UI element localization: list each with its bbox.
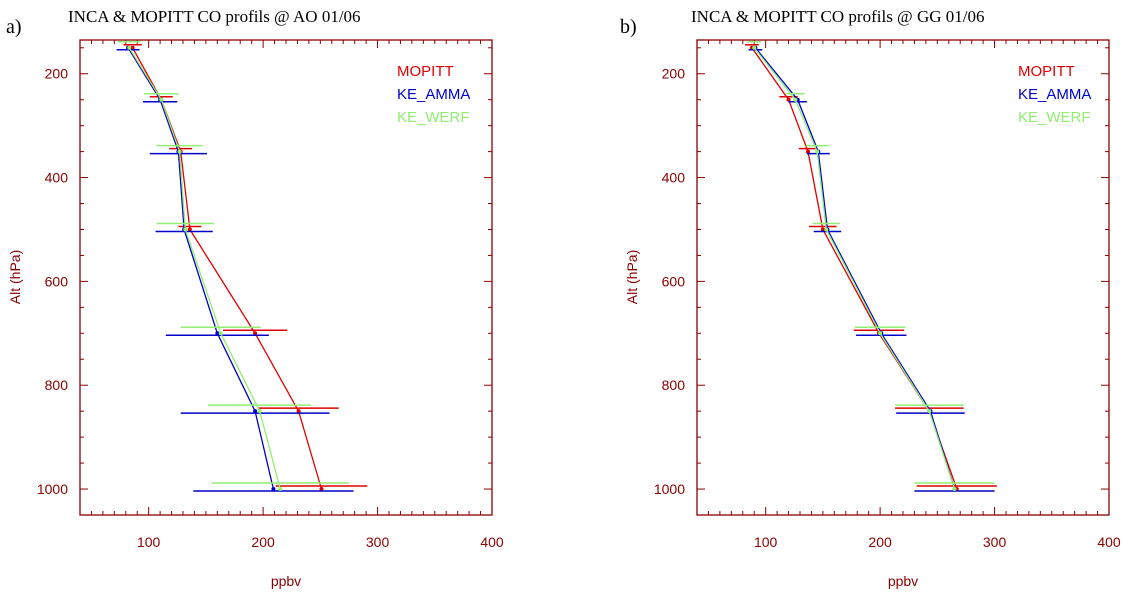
- data-point: [177, 149, 182, 154]
- y-tick-label: 400: [662, 170, 686, 186]
- panel-letter: b): [620, 16, 637, 38]
- panel-letter: a): [6, 16, 22, 38]
- legend-entry-ke-werf: KE_WERF: [397, 109, 470, 126]
- series-ke-amma: [116, 45, 354, 492]
- data-point: [183, 227, 188, 232]
- data-point: [278, 487, 283, 492]
- data-point: [927, 409, 932, 414]
- x-tick-labels: 100 200 300 400: [754, 534, 1121, 550]
- x-tick-label: 100: [137, 534, 161, 550]
- x-axis-label: ppbv: [271, 573, 301, 589]
- data-point: [215, 331, 220, 336]
- series-layer: [745, 41, 997, 492]
- data-point: [815, 149, 820, 154]
- legend: MOPITT KE_AMMA KE_WERF: [397, 63, 470, 126]
- axis-ticks: [80, 40, 493, 516]
- data-point: [187, 227, 192, 232]
- data-point: [218, 331, 223, 336]
- data-point: [752, 45, 757, 50]
- legend-entry-ke-werf: KE_WERF: [1018, 109, 1091, 126]
- x-tick-label: 400: [480, 534, 504, 550]
- series-ke-werf: [747, 41, 995, 492]
- data-point: [878, 331, 883, 336]
- series-ke-amma: [748, 45, 995, 492]
- chart-panel-a: a) INCA & MOPITT CO profils @ AO 01/06 1…: [6, 7, 504, 589]
- series-mopitt: [745, 44, 997, 492]
- chart-title: INCA & MOPITT CO profils @ GG 01/06: [691, 7, 985, 26]
- axis-ticks: [697, 40, 1110, 516]
- data-point: [952, 487, 957, 492]
- x-tick-label: 300: [366, 534, 390, 550]
- series-ke-werf: [117, 41, 349, 492]
- data-point: [159, 97, 164, 102]
- legend-entry-mopitt: MOPITT: [397, 63, 454, 80]
- data-point: [793, 97, 798, 102]
- series-mopitt: [123, 44, 368, 492]
- data-point: [786, 97, 791, 102]
- x-tick-label: 400: [1097, 534, 1121, 550]
- data-point: [296, 409, 301, 414]
- y-tick-label: 800: [45, 377, 69, 393]
- series-layer: [116, 41, 368, 492]
- chart-title: INCA & MOPITT CO profils @ AO 01/06: [68, 7, 361, 26]
- legend-entry-ke-amma: KE_AMMA: [397, 86, 470, 103]
- data-point: [806, 149, 811, 154]
- x-tick-label: 300: [983, 534, 1007, 550]
- y-axis-label: Alt (hPa): [7, 250, 23, 304]
- y-tick-label: 600: [45, 273, 69, 289]
- series-line: [127, 47, 275, 490]
- data-point: [130, 45, 135, 50]
- legend-entry-mopitt: MOPITT: [1018, 63, 1075, 80]
- x-axis-label: ppbv: [888, 573, 918, 589]
- x-tick-label: 100: [754, 534, 778, 550]
- data-point: [257, 409, 262, 414]
- y-axis-label: Alt (hPa): [624, 250, 640, 304]
- y-tick-label: 1000: [654, 481, 685, 497]
- data-point: [820, 227, 825, 232]
- y-tick-label: 600: [662, 273, 686, 289]
- chart-panel-b: b) INCA & MOPITT CO profils @ GG 01/06 1…: [620, 7, 1121, 589]
- x-tick-label: 200: [251, 534, 275, 550]
- y-tick-labels: 200 400 600 800 1000: [654, 66, 685, 497]
- legend-entry-ke-amma: KE_AMMA: [1018, 86, 1091, 103]
- y-tick-label: 1000: [37, 481, 68, 497]
- y-tick-label: 800: [662, 377, 686, 393]
- data-point: [127, 45, 132, 50]
- series-line: [751, 47, 958, 490]
- series-line: [754, 47, 956, 490]
- x-tick-label: 200: [868, 534, 892, 550]
- legend: MOPITT KE_AMMA KE_WERF: [1018, 63, 1091, 126]
- data-point: [271, 487, 276, 492]
- series-line: [753, 47, 956, 490]
- data-point: [824, 227, 829, 232]
- y-tick-label: 400: [45, 170, 69, 186]
- y-tick-label: 200: [662, 66, 686, 82]
- x-tick-labels: 100 200 300 400: [137, 534, 504, 550]
- y-tick-label: 200: [45, 66, 69, 82]
- series-line: [132, 47, 323, 490]
- y-tick-labels: 200 400 600 800 1000: [37, 66, 68, 497]
- data-point: [253, 409, 258, 414]
- data-point: [319, 487, 324, 492]
- data-point: [253, 331, 258, 336]
